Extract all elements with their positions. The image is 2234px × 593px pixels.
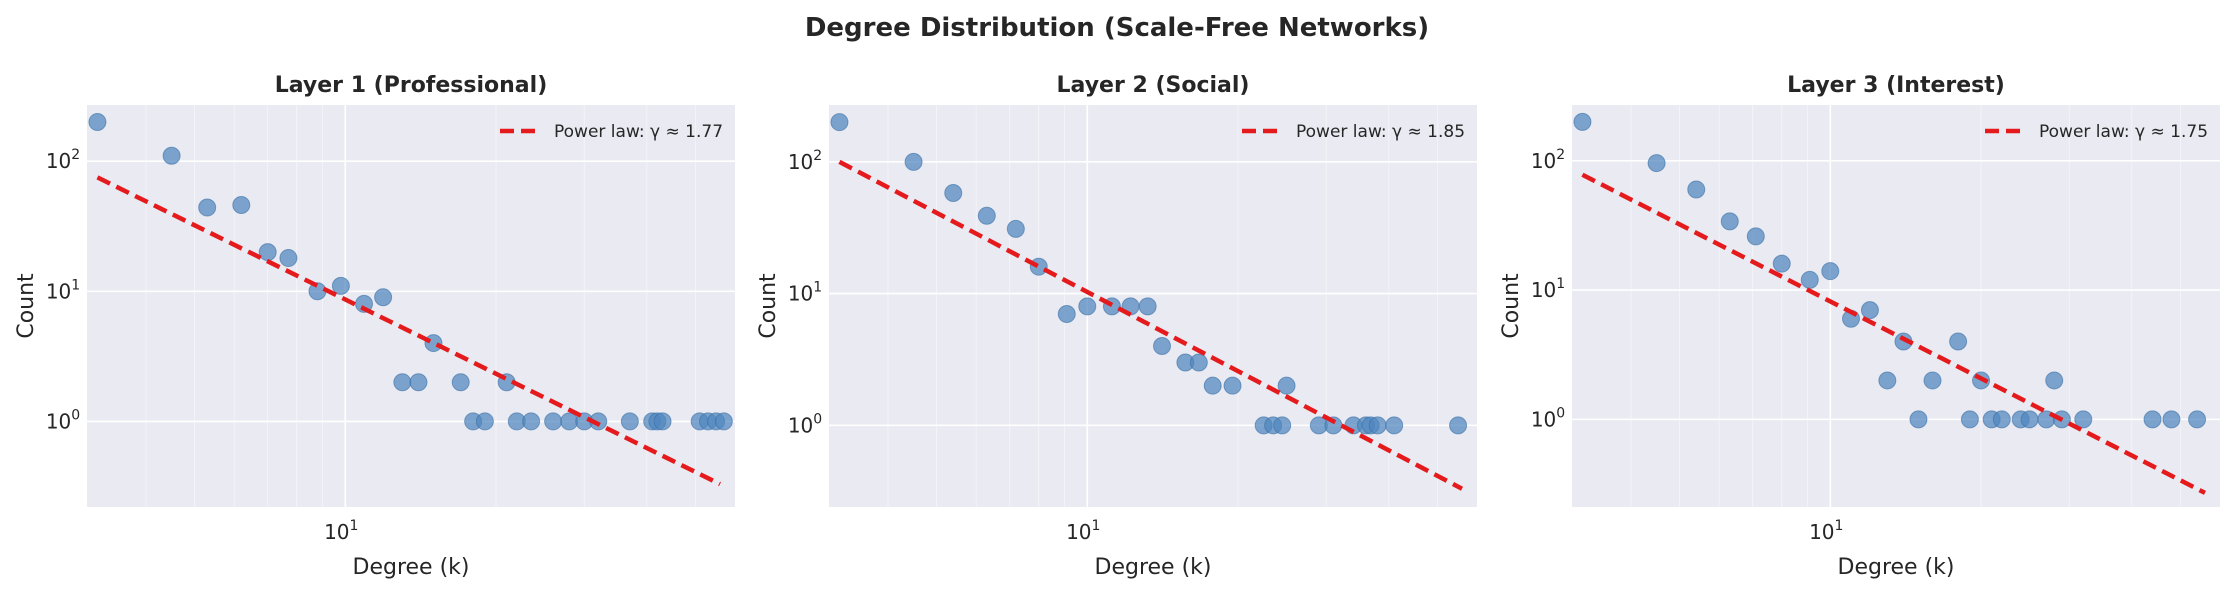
data-point [1720,212,1739,231]
data-point [1277,376,1296,395]
data-point [1203,376,1222,395]
data-point [475,412,494,431]
data-point [355,294,374,313]
y-axis-label: Count [756,273,781,339]
plot-area [87,105,735,507]
data-point [1153,337,1172,356]
data-point [374,288,393,307]
y-tick-label: 102 [46,147,80,173]
data-point [2020,410,2039,429]
y-tick-label: 102 [788,148,822,174]
data-point [2143,410,2162,429]
data-point [1800,270,1819,289]
data-point [1368,416,1387,435]
y-tick-label: 101 [788,280,822,306]
data-point [409,373,428,392]
subplot-title: Layer 3 (Interest) [1787,73,2005,98]
data-point [1821,262,1840,281]
subplot-title: Layer 2 (Social) [1057,73,1250,98]
power-law-fit-line [96,175,721,487]
power-law-fit-line [838,159,1464,491]
data-point [1647,154,1666,173]
figure-suptitle: Degree Distribution (Scale-Free Networks… [805,13,1429,43]
y-tick-label: 100 [46,407,80,433]
data-point [1189,353,1208,372]
data-point [2162,410,2181,429]
data-point [424,334,443,353]
data-point [544,412,563,431]
data-point [1006,219,1025,238]
data-point [279,249,298,268]
data-point [1909,410,1928,429]
data-point [944,184,963,203]
data-point [2188,410,2207,429]
data-point [1949,332,1968,351]
data-point [904,152,923,171]
data-point [198,198,217,217]
data-point [1878,371,1897,390]
data-point [451,373,470,392]
data-point [258,243,277,262]
data-point [1746,227,1765,246]
data-point [1960,410,1979,429]
y-tick-label: 101 [46,277,80,303]
x-tick-label: 101 [1066,518,1100,544]
data-point [1860,301,1879,320]
subplot-title: Layer 1 (Professional) [275,73,548,98]
legend-label: Power law: γ ≈ 1.85 [1296,122,1465,142]
data-point [331,276,350,295]
data-point [1923,371,1942,390]
y-tick-label: 102 [1531,147,1565,173]
subplot-layer-3: Layer 3 (Interest) Degree (k) Count 101 1… [1499,73,2220,580]
subplot-layer-2: Layer 2 (Social) Degree (k) Count 101 100… [756,73,1477,580]
data-point [162,146,181,165]
data-point [1273,416,1292,435]
data-point [653,412,672,431]
x-tick-label: 101 [1809,518,1843,544]
power-law-fit-line [1581,172,2207,495]
data-point [393,373,412,392]
data-point [522,412,541,431]
data-point [714,412,733,431]
legend-label: Power law: γ ≈ 1.75 [2039,122,2208,142]
data-point [232,196,251,215]
x-axis-label: Degree (k) [1838,555,1955,580]
y-axis-label: Count [14,273,39,339]
x-tick-label: 101 [324,518,358,544]
data-point [1385,416,1404,435]
data-point [1057,304,1076,323]
data-point [1573,112,1592,131]
data-point [1138,297,1157,316]
x-axis-label: Degree (k) [353,555,470,580]
plot-area [1572,105,2220,507]
data-point [1223,376,1242,395]
data-point [977,206,996,225]
legend-label: Power law: γ ≈ 1.77 [554,122,723,142]
x-axis-label: Degree (k) [1095,555,1212,580]
data-point [1687,180,1706,199]
y-tick-label: 100 [1531,405,1565,431]
y-tick-label: 100 [788,411,822,437]
data-point [1449,416,1468,435]
data-point [830,113,849,132]
data-point [2074,410,2093,429]
data-point [1029,257,1048,276]
y-axis-label: Count [1499,273,1524,339]
data-point [620,412,639,431]
data-point [88,112,107,131]
data-point [1992,410,2011,429]
data-point [1078,297,1097,316]
y-tick-label: 101 [1531,276,1565,302]
data-point [2045,371,2064,390]
data-point [560,412,579,431]
data-point [1772,254,1791,273]
subplot-layer-1: Layer 1 (Professional) Degree (k) Count … [14,73,735,580]
